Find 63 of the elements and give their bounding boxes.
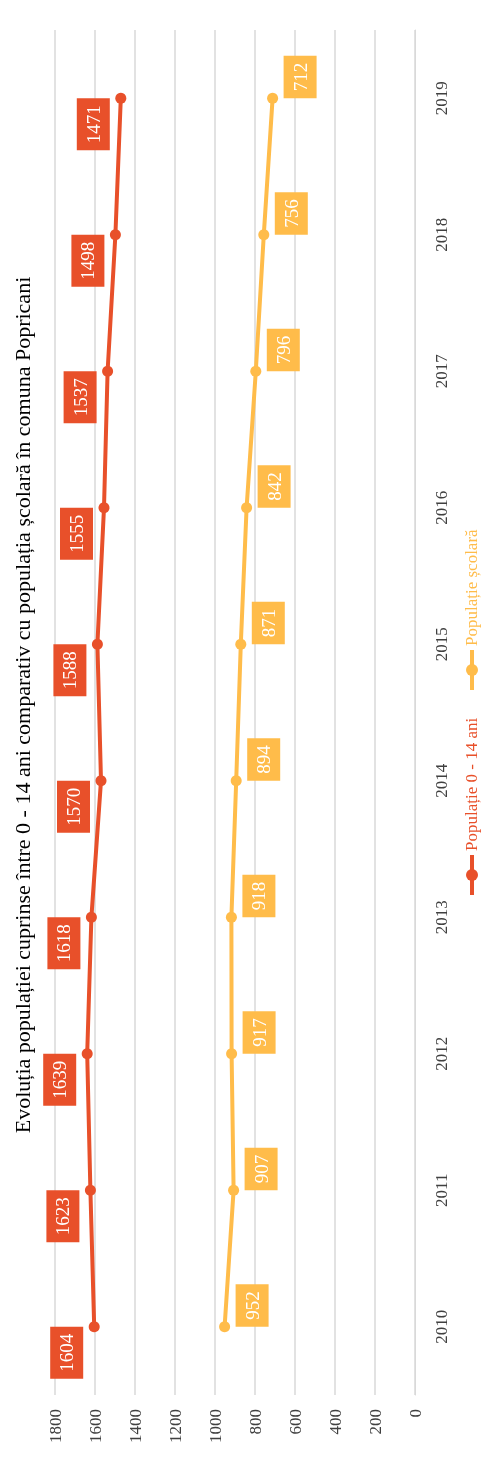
point [98,502,110,514]
data-label: 1639 [49,1060,71,1099]
point [109,229,121,241]
data-label: 952 [241,1291,263,1320]
x-tick-label: 600 [285,1409,305,1435]
x-tick-label: 1800 [45,1409,65,1443]
data-label: 1623 [52,1197,74,1236]
point [241,502,253,514]
y-tick-label: 2014 [432,763,451,798]
x-tick-label: 0 [405,1409,425,1418]
data-label: 842 [263,472,285,501]
data-label: 1537 [69,378,91,417]
x-tick-label: 1200 [165,1409,185,1443]
point [226,1048,238,1060]
x-tick-label: 800 [245,1409,265,1435]
data-label: 894 [253,744,275,774]
point [219,1321,231,1333]
x-tick-label: 200 [365,1409,385,1435]
data-label: 918 [248,881,270,911]
y-tick-label: 2012 [432,1036,451,1071]
y-tick-label: 2010 [432,1309,451,1344]
y-tick-label: 2017 [432,353,451,389]
text: Evoluția populației cuprinse între 0 - 14 ani comparativ cu populația școlară în comuna Popricani [9,276,35,1134]
point [230,775,242,787]
point [115,92,127,104]
point [258,229,270,241]
data-label: 1588 [59,651,81,690]
point [267,92,279,104]
x-tick-label: 1000 [205,1409,225,1443]
x-tick-label: 1400 [125,1409,145,1443]
data-label: 871 [257,608,279,638]
point [228,1184,240,1196]
y-tick-label: 2016 [432,490,451,525]
y-tick-label: 2013 [432,900,451,935]
y-tick-label: 2011 [432,1173,451,1207]
x-tick-label: 1600 [85,1409,105,1443]
point [225,911,237,923]
point [102,365,114,377]
y-tick-label: 2018 [432,217,451,252]
point [250,365,262,377]
point [91,638,103,650]
point [84,1184,96,1196]
data-label: 1604 [56,1333,78,1372]
data-label: 1570 [63,787,84,826]
data-label: 1618 [53,924,75,963]
data-label: 712 [289,62,311,92]
data-label: 1555 [66,514,87,553]
text: Populație școlară [462,529,482,647]
x-tick-label: 400 [325,1409,345,1435]
data-label: 917 [248,1018,270,1047]
data-label: 1498 [77,241,99,280]
data-label: 1471 [82,105,104,144]
y-tick-label: 2015 [432,627,451,662]
point [81,1048,93,1060]
y-tick-label: 2019 [432,81,451,116]
point [235,638,247,650]
point [95,775,107,787]
data-label: 907 [250,1154,272,1184]
text: Populație 0 - 14 ani [462,718,482,852]
point [85,911,97,923]
data-label: 756 [280,199,302,228]
data-label: 796 [272,335,294,365]
point [88,1321,100,1333]
